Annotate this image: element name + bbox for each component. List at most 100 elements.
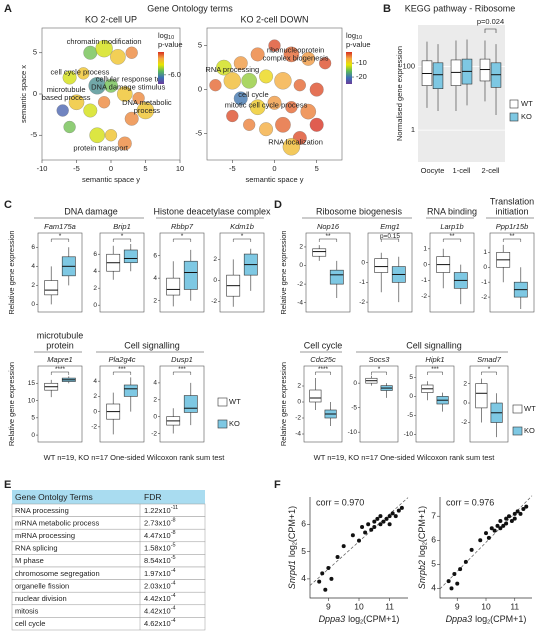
point bbox=[320, 571, 325, 576]
go-bubble bbox=[293, 79, 306, 92]
y-tick-label: 0 bbox=[353, 380, 357, 387]
go-bubble bbox=[136, 101, 155, 120]
y-tick-label: 4 bbox=[431, 583, 436, 593]
y-axis-label: Relative gene expression bbox=[279, 230, 288, 314]
go-bubble bbox=[243, 118, 256, 131]
gene-name: Emg1 bbox=[380, 222, 400, 231]
box bbox=[309, 389, 322, 403]
group-title: DNA damage bbox=[64, 206, 118, 216]
y-tick-label: 2 bbox=[31, 282, 35, 289]
go-bubble bbox=[301, 51, 316, 66]
y-tick-label: -2 bbox=[211, 298, 217, 305]
fdr-mantissa: 1.97x10 bbox=[144, 569, 171, 578]
go-bubble bbox=[98, 96, 111, 109]
point bbox=[524, 504, 529, 509]
group-title: RNA binding bbox=[427, 206, 477, 216]
point bbox=[504, 521, 509, 526]
go-term: RNA splicing bbox=[15, 544, 58, 553]
gene-name: Ppp1r15b bbox=[496, 222, 529, 231]
term-label: cellular response to bbox=[96, 74, 161, 83]
colorbar-log: log bbox=[346, 31, 356, 40]
fdr-mantissa: 4.62x10 bbox=[144, 619, 171, 628]
point bbox=[498, 526, 503, 531]
y-tick-label: 5 bbox=[409, 374, 413, 381]
significance-bracket bbox=[427, 371, 443, 375]
go-term: organelle fission bbox=[15, 581, 69, 590]
y-tick-label: 6 bbox=[93, 251, 97, 258]
significance-bracket bbox=[50, 238, 70, 242]
fdr-value: 1.58x10-5 bbox=[144, 543, 176, 553]
go-bubble bbox=[226, 109, 239, 123]
significance: * bbox=[488, 366, 491, 373]
significance-bracket bbox=[112, 371, 132, 375]
colorbar-title: log10 bbox=[346, 31, 362, 41]
box bbox=[123, 384, 138, 397]
y-tick-label: 2 bbox=[153, 396, 157, 403]
x-tick-label: 9 bbox=[326, 601, 331, 611]
significance: * bbox=[59, 233, 62, 240]
table-row bbox=[11, 617, 206, 631]
gene-name: Fam175a bbox=[44, 222, 76, 231]
y-tick-label: 6 bbox=[31, 244, 35, 251]
significance: * bbox=[241, 233, 244, 240]
plot-title: KO 2-cell DOWN bbox=[240, 14, 308, 24]
y-tick-label: -2 bbox=[151, 430, 157, 437]
y-tick-label: 0 bbox=[93, 302, 97, 309]
term-label: DNA metabolic bbox=[122, 98, 172, 107]
gene-name: Pla2g4c bbox=[108, 355, 135, 364]
point bbox=[512, 511, 517, 516]
fdr-exponent: -4 bbox=[171, 581, 176, 587]
gene-name: Socs3 bbox=[369, 355, 391, 364]
point bbox=[478, 538, 483, 543]
term-label: cell cycle process bbox=[51, 68, 110, 77]
x-axis-label: semantic space y bbox=[246, 175, 304, 184]
x-tick-label: 2-cell bbox=[482, 166, 500, 175]
significance-bracket bbox=[232, 238, 252, 242]
axis-label: Snrpd1 log2(CPM+1) bbox=[287, 506, 299, 589]
term-label: mitotic cell cycle process bbox=[225, 100, 308, 109]
box bbox=[475, 383, 488, 409]
y-tick-label: 0 bbox=[33, 89, 37, 98]
table-header-bg bbox=[12, 490, 205, 504]
go-bubble bbox=[233, 91, 248, 106]
y-tick-label: 0 bbox=[361, 259, 365, 266]
point bbox=[366, 522, 371, 527]
colorbar-base: 10 bbox=[168, 35, 174, 41]
y-tick-label: -2 bbox=[297, 281, 303, 288]
group-title: Histone deacetylase complex bbox=[153, 206, 271, 216]
significance-bracket bbox=[172, 371, 192, 375]
point bbox=[350, 533, 355, 538]
point bbox=[375, 516, 380, 521]
gene-name: Mapre1 bbox=[47, 355, 72, 364]
panel-label: A bbox=[4, 3, 12, 15]
term-label: ribonucleoprotein bbox=[267, 45, 325, 54]
colorbar-title: log10 bbox=[158, 31, 174, 41]
point bbox=[446, 579, 451, 584]
y-tick-label: 0 bbox=[93, 408, 97, 415]
y-tick-label: 2 bbox=[297, 383, 301, 390]
y-tick-label: 0 bbox=[31, 432, 35, 439]
x-tick-label: 0 bbox=[272, 164, 276, 173]
legend-label: WT bbox=[521, 99, 533, 108]
y-tick-label: 2 bbox=[93, 393, 97, 400]
y-tick-label: 1 bbox=[423, 246, 427, 253]
fdr-mantissa: 2.03x10 bbox=[144, 581, 171, 590]
y-tick-label: 5 bbox=[301, 546, 306, 556]
x-tick-label: 11 bbox=[510, 601, 519, 611]
box bbox=[432, 62, 444, 90]
term-label: microtubule bbox=[47, 85, 86, 94]
group-title: protein bbox=[46, 340, 74, 350]
unit-label: (CPM+1) bbox=[363, 614, 399, 624]
y-axis-label: Relative gene expression bbox=[7, 230, 16, 314]
point bbox=[469, 547, 474, 552]
point bbox=[507, 514, 511, 519]
gene-name: Dppa3 bbox=[319, 614, 346, 624]
log-base: 2 bbox=[487, 620, 490, 626]
legend-swatch bbox=[217, 419, 228, 429]
go-term: RNA processing bbox=[15, 506, 69, 515]
x-tick-label: Oocyte bbox=[421, 166, 445, 175]
panel-label: B bbox=[383, 3, 391, 15]
gene-name: Brip1 bbox=[113, 222, 131, 231]
y-tick-label: 4 bbox=[93, 378, 97, 385]
